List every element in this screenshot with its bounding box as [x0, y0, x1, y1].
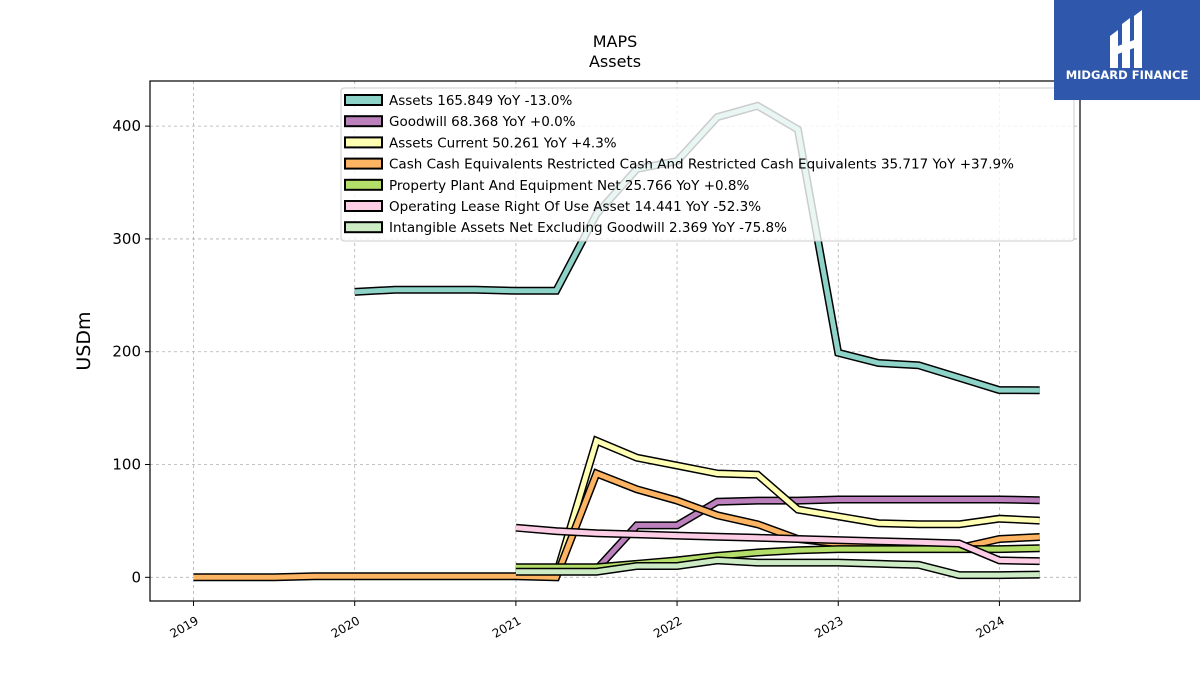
y-tick-label: 100: [112, 456, 141, 474]
chart-title: MAPS: [592, 32, 638, 51]
chart-subtitle: Assets: [588, 52, 642, 71]
logo-mark-icon: [1110, 10, 1142, 68]
legend-swatch: [344, 178, 383, 191]
x-tick-label: 2024: [973, 613, 1006, 640]
legend-swatch: [344, 136, 383, 149]
legend-swatch: [344, 94, 383, 106]
midgard-finance-logo: MIDGARD FINANCE: [1054, 0, 1200, 100]
series-line: [553, 437, 1040, 576]
x-tick-label: 2019: [168, 613, 201, 640]
legend-label: Goodwill 68.368 YoY +0.0%: [389, 114, 576, 130]
legend-swatch: [344, 200, 383, 212]
legend-label: Property Plant And Equipment Net 25.766 …: [389, 178, 749, 194]
legend-label: Cash Cash Equivalents Restricted Cash An…: [389, 157, 1014, 173]
y-tick-label: 300: [112, 230, 141, 248]
legend-swatch: [344, 221, 383, 234]
y-tick-label: 400: [112, 117, 141, 135]
plot-frame: [149, 80, 1081, 602]
series-line: [515, 545, 1040, 570]
legend-label: Operating Lease Right Of Use Asset 14.44…: [389, 199, 761, 215]
x-tick-label: 2020: [329, 613, 362, 640]
y-tick-label: 0: [131, 568, 141, 586]
legend-swatch: [344, 157, 383, 170]
legend-box: [340, 87, 1075, 242]
legend-label: Assets Current 50.261 YoY +4.3%: [389, 135, 617, 151]
series-line: [515, 525, 1040, 564]
x-tick-label: 2023: [812, 613, 845, 640]
series-line: [515, 497, 1040, 572]
legend-label: Assets 165.849 YoY -13.0%: [389, 93, 573, 109]
y-tick-label: 200: [112, 343, 141, 361]
logo-text: MIDGARD FINANCE: [1065, 68, 1189, 82]
y-axis-label: USDm: [73, 311, 95, 370]
legend: Assets 165.849 YoY -13.0% Goodwill 68.368…: [340, 87, 1075, 242]
x-tick-label: 2022: [651, 613, 684, 640]
x-tick-label: 2021: [490, 613, 523, 640]
legend-swatch: [344, 115, 383, 128]
series-line: [515, 557, 1040, 578]
legend-label: Intangible Assets Net Excluding Goodwill…: [389, 220, 787, 236]
